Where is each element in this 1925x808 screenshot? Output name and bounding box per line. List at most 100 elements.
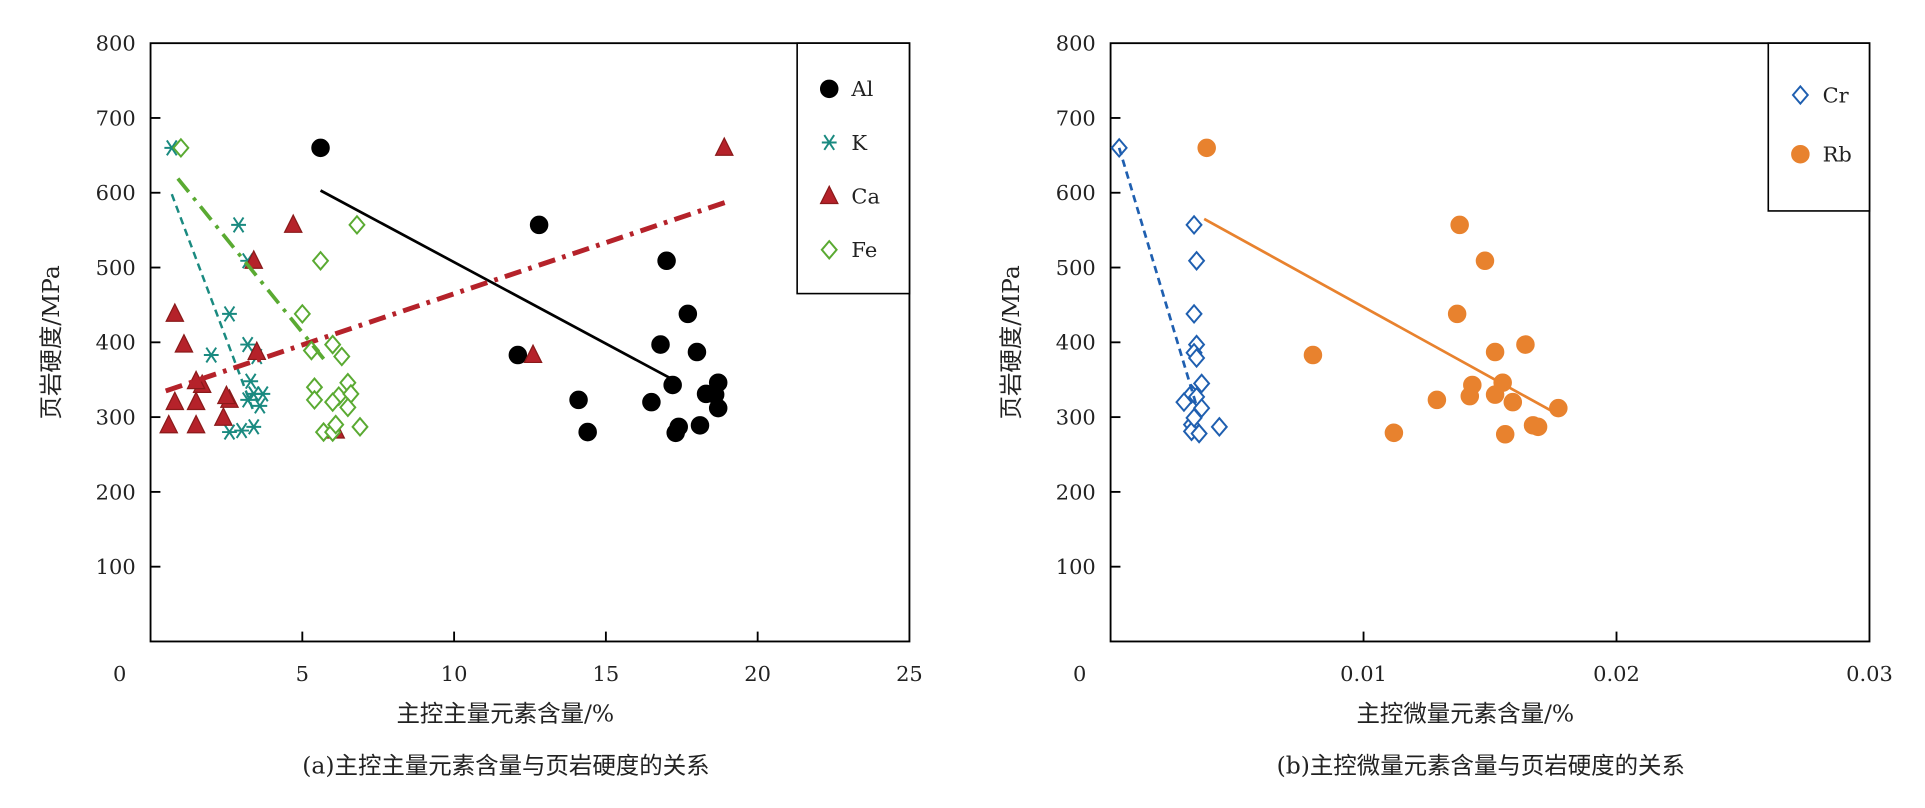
x-tick-label: 0.03 bbox=[1846, 662, 1893, 686]
data-point-ca bbox=[283, 213, 303, 233]
data-point-rb bbox=[1549, 398, 1568, 418]
data-point-k bbox=[234, 422, 250, 439]
data-point-rb bbox=[1303, 345, 1323, 365]
figure-caption: (b)主控微量元素含量与页岩硬度的关系 bbox=[1277, 751, 1685, 779]
data-point-ca bbox=[174, 333, 194, 353]
fit-line-fe bbox=[176, 177, 329, 364]
y-tick-label: 800 bbox=[1056, 32, 1096, 56]
series-fe bbox=[172, 137, 369, 443]
y-tick-label: 200 bbox=[1056, 480, 1096, 504]
x-tick-label: 0 bbox=[1073, 662, 1086, 686]
legend-marker-ca bbox=[819, 184, 839, 205]
data-point-cr bbox=[1185, 407, 1203, 429]
y-tick-label: 600 bbox=[96, 181, 136, 205]
y-tick-label: 500 bbox=[1056, 256, 1096, 280]
x-tick-label: 0.01 bbox=[1340, 662, 1387, 686]
legend-label-fe: Fe bbox=[851, 238, 877, 262]
data-point-al bbox=[705, 385, 725, 404]
legend-marker-k bbox=[821, 134, 837, 151]
y-tick-label: 100 bbox=[96, 555, 136, 579]
data-point-cr bbox=[1175, 391, 1193, 413]
y-axis-label: 页岩硬度/MPa bbox=[37, 265, 65, 419]
data-point-fe bbox=[293, 303, 312, 325]
data-point-k bbox=[203, 347, 219, 363]
chart-a: 100 200 300 400 500 600 700 800 0 5 10 15 20 25 主控主量元素… bbox=[37, 32, 923, 780]
data-point-rb bbox=[1460, 386, 1480, 406]
data-point-al bbox=[311, 138, 330, 158]
data-point-rb bbox=[1516, 335, 1535, 354]
figure-caption: (a)主控主量元素含量与页岩硬度的关系 bbox=[302, 751, 709, 779]
x-axis-label: 主控主量元素含量/% bbox=[396, 700, 614, 728]
series-ca bbox=[159, 136, 734, 439]
legend-label-k: K bbox=[851, 131, 867, 155]
fit-line-cr bbox=[1117, 147, 1198, 407]
x-tick-label: 20 bbox=[744, 662, 771, 686]
plot-frame bbox=[1109, 42, 1871, 643]
chart-b: 100 200 300 400 500 600 700 800 0 0.01 0.02 0.03 主控微… bbox=[997, 32, 1893, 780]
data-point-al bbox=[569, 390, 588, 410]
data-point-rb bbox=[1384, 423, 1404, 443]
data-point-cr bbox=[1185, 214, 1203, 236]
data-point-cr bbox=[1192, 373, 1211, 394]
y-tick-label: 100 bbox=[1056, 555, 1096, 579]
y-tick-label: 300 bbox=[1056, 406, 1096, 430]
data-point-rb bbox=[1450, 215, 1469, 235]
fit-line-al bbox=[319, 189, 680, 384]
data-point-cr bbox=[1185, 303, 1203, 325]
data-point-rb bbox=[1503, 392, 1523, 412]
data-point-fe bbox=[172, 137, 190, 159]
data-point-k bbox=[246, 418, 262, 435]
x-axis-label: 主控微量元素含量/% bbox=[1356, 700, 1574, 728]
data-point-al bbox=[657, 251, 676, 271]
data-point-ca bbox=[186, 390, 206, 411]
legend-marker-al bbox=[819, 79, 839, 99]
data-point-fe bbox=[327, 414, 345, 435]
data-point-al bbox=[642, 392, 661, 412]
x-tick-label: 5 bbox=[296, 662, 309, 686]
data-point-fe bbox=[323, 391, 342, 413]
data-point-k bbox=[222, 424, 237, 441]
data-point-k bbox=[231, 216, 246, 233]
legend-label-cr: Cr bbox=[1823, 83, 1850, 107]
data-point-cr bbox=[1210, 416, 1229, 437]
data-point-al bbox=[529, 215, 549, 235]
legend-label-rb: Rb bbox=[1823, 143, 1852, 167]
data-point-k bbox=[222, 305, 237, 322]
fit-line-ca bbox=[164, 199, 729, 394]
data-point-rb bbox=[1485, 385, 1505, 404]
data-point-ca bbox=[159, 414, 179, 434]
y-tick-label: 800 bbox=[96, 32, 136, 56]
series-rb bbox=[1197, 138, 1568, 444]
legend-marker-fe bbox=[820, 239, 838, 260]
legend-marker-rb bbox=[1791, 144, 1810, 164]
data-point-al bbox=[678, 304, 698, 324]
data-point-cr bbox=[1187, 250, 1206, 271]
data-point-fe bbox=[333, 346, 351, 367]
data-point-al bbox=[687, 342, 707, 362]
y-tick-label: 300 bbox=[96, 406, 136, 430]
y-tick-label: 400 bbox=[1056, 331, 1096, 355]
data-point-cr bbox=[1190, 423, 1208, 444]
data-point-rb bbox=[1475, 251, 1495, 271]
data-point-al bbox=[508, 345, 528, 365]
data-point-ca bbox=[165, 302, 185, 322]
data-point-ca bbox=[186, 414, 206, 434]
data-point-fe bbox=[311, 250, 330, 271]
data-point-al bbox=[666, 423, 685, 443]
data-point-al bbox=[690, 416, 710, 435]
data-point-fe bbox=[323, 334, 342, 355]
data-point-rb bbox=[1485, 342, 1505, 362]
data-point-ca bbox=[216, 384, 237, 405]
plot-frame bbox=[149, 42, 911, 643]
data-point-fe bbox=[348, 214, 366, 236]
legend: Al K Ca Fe bbox=[796, 42, 911, 295]
legend-box bbox=[796, 42, 911, 295]
data-point-rb bbox=[1427, 390, 1447, 410]
data-point-ca bbox=[165, 390, 185, 411]
y-tick-label: 200 bbox=[96, 480, 136, 504]
data-point-ca bbox=[244, 249, 264, 269]
legend-marker-cr bbox=[1791, 84, 1810, 106]
x-tick-label: 15 bbox=[593, 662, 620, 686]
